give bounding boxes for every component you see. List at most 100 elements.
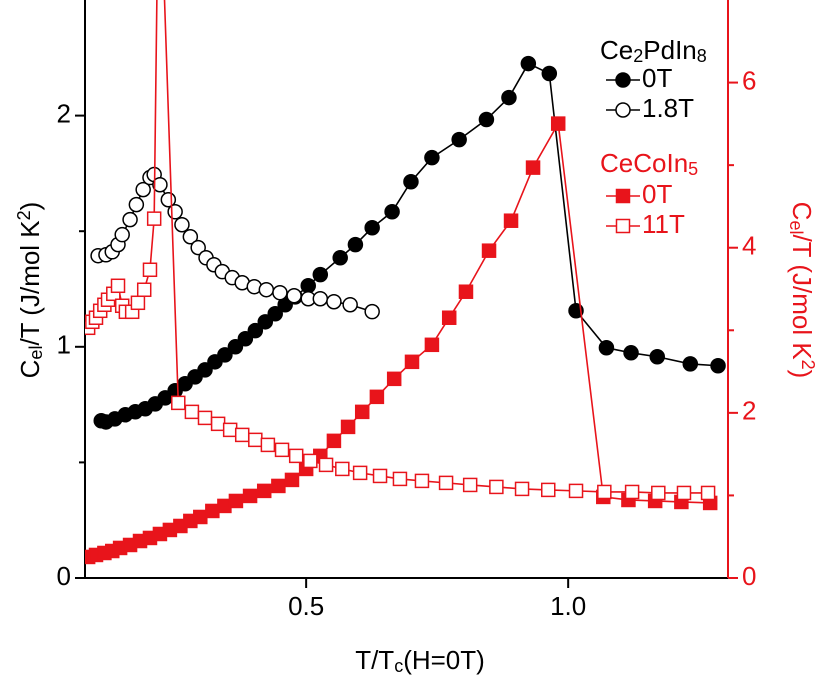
data-point bbox=[237, 330, 254, 347]
data-point bbox=[501, 89, 517, 106]
x-axis-label-part: c bbox=[394, 656, 403, 676]
legend-title-part: 2 bbox=[633, 46, 643, 66]
x-axis-label-part: (H=0T) bbox=[403, 645, 485, 675]
data-point bbox=[615, 188, 631, 204]
data-point bbox=[284, 472, 300, 488]
data-point bbox=[458, 284, 474, 299]
y-tick-label: 2 bbox=[57, 98, 71, 128]
legend-title: Ce2PdIn8 bbox=[600, 35, 707, 66]
data-point bbox=[451, 131, 467, 148]
x-tick-label: 0.5 bbox=[288, 591, 324, 621]
data-point bbox=[257, 314, 274, 330]
y2-tick-label: 2 bbox=[742, 396, 756, 426]
data-point bbox=[386, 371, 402, 387]
data-point bbox=[135, 181, 151, 198]
data-point bbox=[541, 65, 558, 82]
data-point bbox=[197, 410, 213, 426]
x-tick-label: 1.0 bbox=[550, 591, 586, 621]
data-point bbox=[392, 471, 408, 487]
data-point bbox=[438, 475, 454, 491]
legend-label: 0T bbox=[642, 179, 672, 209]
legend-title: CeCoIn5 bbox=[600, 148, 698, 179]
data-point bbox=[481, 243, 497, 258]
data-point bbox=[114, 226, 130, 243]
data-point bbox=[598, 339, 615, 356]
data-point bbox=[489, 479, 504, 495]
x-axis-label-part: T/T bbox=[355, 645, 394, 675]
data-point bbox=[288, 448, 304, 464]
data-point bbox=[623, 345, 639, 361]
y2-axis-label-part: /T (J/mol K bbox=[787, 234, 817, 360]
legend-label: 11T bbox=[642, 209, 685, 239]
data-point bbox=[171, 395, 186, 411]
data-point bbox=[130, 295, 146, 311]
legend-title-part: 5 bbox=[688, 159, 698, 179]
series-line bbox=[87, 0, 709, 494]
data-point bbox=[228, 493, 244, 509]
y-axis-label-part: /T (J/mol K bbox=[15, 220, 45, 346]
y2-axis-label-part: 2 bbox=[798, 360, 818, 370]
legend-label: 0T bbox=[642, 63, 672, 93]
data-point bbox=[414, 473, 430, 489]
legend-label: 1.8T bbox=[642, 93, 694, 123]
data-point bbox=[234, 427, 250, 443]
data-point bbox=[372, 468, 388, 484]
data-point bbox=[142, 262, 158, 278]
data-point bbox=[710, 358, 726, 374]
data-point bbox=[182, 228, 199, 245]
y-axis-label-part: 2 bbox=[14, 210, 34, 220]
data-point bbox=[384, 204, 400, 220]
data-point bbox=[210, 416, 226, 432]
data-point bbox=[369, 389, 385, 405]
legend-title-part: 8 bbox=[697, 46, 707, 66]
data-point bbox=[274, 442, 290, 458]
data-point bbox=[615, 218, 631, 234]
data-point bbox=[205, 503, 220, 519]
data-point bbox=[326, 293, 342, 310]
data-point bbox=[318, 457, 334, 473]
y-axis-label-part: el bbox=[26, 346, 46, 360]
data-point bbox=[286, 287, 302, 304]
data-point bbox=[217, 347, 233, 363]
data-point bbox=[364, 219, 380, 236]
data-point bbox=[227, 339, 244, 355]
data-point bbox=[568, 483, 584, 499]
data-point bbox=[615, 72, 631, 88]
data-point bbox=[597, 484, 612, 500]
data-point bbox=[247, 322, 264, 339]
data-point bbox=[271, 478, 286, 494]
data-point bbox=[520, 55, 537, 72]
data-point bbox=[332, 250, 348, 266]
y2-axis-label: Cel/T (J/mol K2) bbox=[786, 202, 819, 379]
data-point bbox=[514, 481, 530, 497]
data-point bbox=[242, 488, 258, 504]
data-point bbox=[190, 239, 206, 256]
data-point bbox=[272, 284, 288, 301]
data-point bbox=[267, 305, 283, 322]
data-point bbox=[568, 302, 584, 319]
data-point bbox=[424, 337, 440, 353]
y2-tick-label: 0 bbox=[742, 561, 756, 591]
data-point bbox=[110, 278, 126, 294]
data-point bbox=[152, 176, 168, 193]
data-point bbox=[122, 211, 138, 228]
data-point bbox=[312, 290, 329, 307]
data-point bbox=[256, 483, 272, 499]
data-point bbox=[347, 236, 364, 253]
data-point bbox=[248, 432, 263, 448]
y-axis-label-part: C bbox=[15, 360, 45, 379]
legend-title-part: PdIn bbox=[643, 35, 697, 65]
data-point bbox=[312, 266, 329, 283]
y-tick-label: 0 bbox=[57, 561, 71, 591]
y2-tick-label: 4 bbox=[742, 231, 756, 261]
data-point bbox=[300, 278, 316, 294]
data-point bbox=[525, 160, 541, 175]
data-point bbox=[700, 485, 716, 501]
data-point bbox=[354, 404, 370, 420]
legend-title-part: CeCoIn bbox=[600, 148, 688, 178]
data-point bbox=[335, 461, 350, 477]
data-point bbox=[258, 281, 275, 298]
data-point bbox=[649, 348, 666, 365]
x-axis-label: T/Tc(H=0T) bbox=[355, 645, 485, 676]
